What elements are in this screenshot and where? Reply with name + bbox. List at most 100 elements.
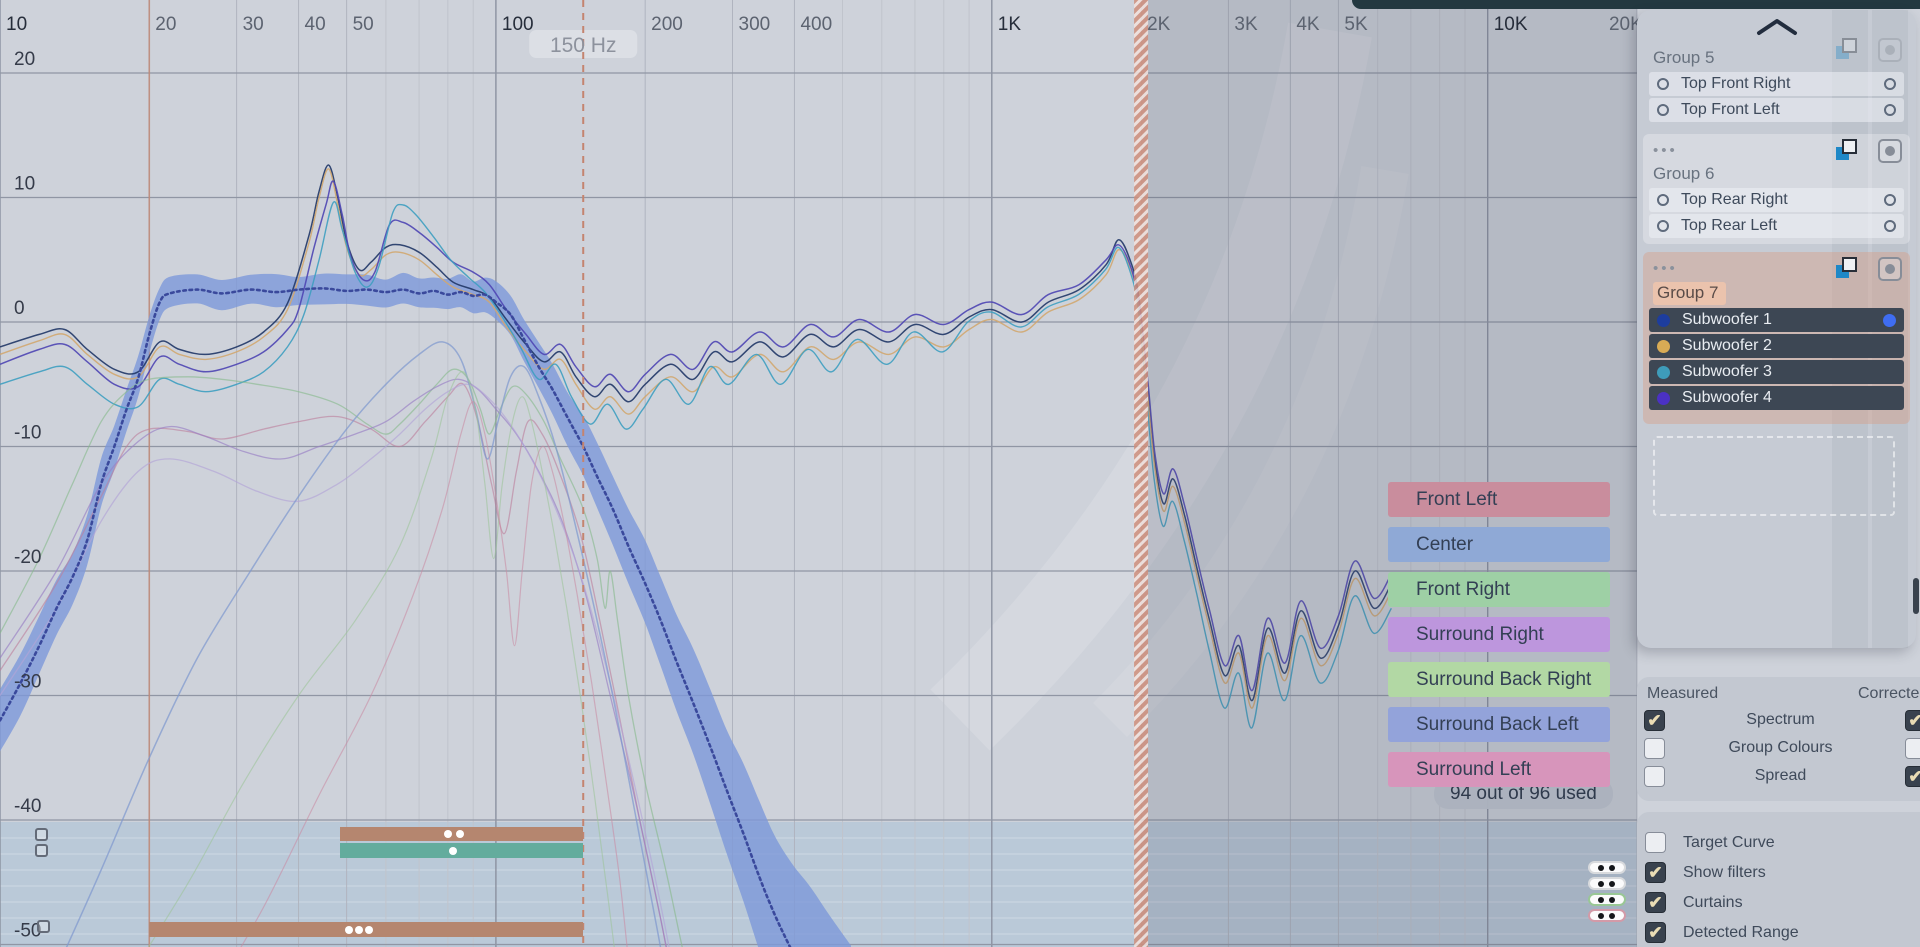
speaker-select-ring[interactable] bbox=[1657, 220, 1669, 232]
speaker-row-subwoofer-2[interactable]: Subwoofer 2 bbox=[1649, 334, 1904, 358]
measured-checkbox-spread[interactable] bbox=[1644, 766, 1665, 787]
freq-axis-label: 50 bbox=[353, 14, 374, 35]
group-target-icon[interactable] bbox=[1878, 257, 1902, 281]
speaker-colour-dot[interactable] bbox=[1657, 313, 1670, 327]
group-target-icon[interactable] bbox=[1878, 139, 1902, 163]
group-target-icon[interactable] bbox=[1878, 38, 1902, 62]
freq-axis-label: 20K bbox=[1609, 14, 1643, 35]
curve-height-green bbox=[0, 368, 683, 947]
option-checkbox-show-filters[interactable]: ✔ bbox=[1645, 862, 1666, 883]
speaker-colour-dot[interactable] bbox=[1657, 365, 1670, 379]
db-axis-label: -50 bbox=[14, 921, 41, 942]
curve-drag-pill[interactable] bbox=[1588, 861, 1626, 874]
legend-pill-surround-back-left[interactable]: Surround Back Left bbox=[1388, 707, 1610, 742]
legend-pill-surround-right[interactable]: Surround Right bbox=[1388, 617, 1610, 652]
corrected-checkbox-group-colours[interactable] bbox=[1905, 738, 1920, 759]
db-axis-label: -40 bbox=[14, 796, 41, 817]
option-label: Detected Range bbox=[1683, 924, 1799, 941]
filter-bar-dot bbox=[455, 830, 464, 838]
crossover-frequency-label: 150 Hz bbox=[550, 34, 617, 57]
speaker-label: Top Front Right bbox=[1681, 75, 1791, 92]
hf-curtain-handle[interactable] bbox=[1134, 0, 1149, 947]
legend-pill-surround-back-right[interactable]: Surround Back Right bbox=[1388, 662, 1610, 697]
empty-group-dropzone[interactable] bbox=[1653, 436, 1895, 516]
speaker-label: Subwoofer 2 bbox=[1682, 337, 1772, 354]
filter-band-bar[interactable] bbox=[340, 827, 584, 841]
group-colour-icon[interactable] bbox=[1836, 257, 1858, 279]
option-label: Curtains bbox=[1683, 894, 1743, 911]
group-colour-icon[interactable] bbox=[1836, 139, 1858, 161]
collapse-panel-button[interactable] bbox=[1753, 16, 1801, 38]
curve-height-purple bbox=[0, 378, 668, 947]
display-columns-panel: Measured Corrected ✔ Spectrum ✔ Group Colou… bbox=[1637, 677, 1920, 801]
speaker-row-top-rear-left[interactable]: Top Rear Left bbox=[1649, 214, 1904, 238]
filter-lane-checkbox[interactable] bbox=[35, 828, 48, 841]
group-name: Group 5 bbox=[1653, 48, 1715, 67]
filter-lane-checkbox[interactable] bbox=[35, 844, 48, 857]
speaker-active-dot bbox=[1883, 313, 1896, 327]
display-row-label: Group Colours bbox=[1728, 739, 1833, 756]
speaker-row-subwoofer-4[interactable]: Subwoofer 4 bbox=[1649, 386, 1904, 410]
filter-lane-checkbox[interactable] bbox=[37, 920, 50, 933]
speaker-label: Subwoofer 3 bbox=[1682, 363, 1772, 380]
measured-checkbox-spectrum[interactable]: ✔ bbox=[1644, 710, 1665, 731]
speaker-status-ring[interactable] bbox=[1884, 220, 1896, 232]
speaker-row-top-front-right[interactable]: Top Front Right bbox=[1649, 72, 1904, 96]
curve-center-measured bbox=[0, 168, 1393, 709]
db-axis-label: -10 bbox=[14, 423, 41, 444]
speaker-select-ring[interactable] bbox=[1657, 78, 1669, 90]
curve-drag-pill[interactable] bbox=[1588, 909, 1626, 922]
speaker-row-top-front-left[interactable]: Top Front Left bbox=[1649, 98, 1904, 122]
watermark-swoosh bbox=[930, 22, 1372, 751]
option-checkbox-detected-range[interactable]: ✔ bbox=[1645, 922, 1666, 943]
speaker-colour-dot[interactable] bbox=[1657, 339, 1670, 353]
db-axis-label: -20 bbox=[14, 547, 41, 568]
option-label: Show filters bbox=[1683, 864, 1766, 881]
db-axis-label: -30 bbox=[14, 672, 41, 693]
watermark-swoosh bbox=[1093, 166, 1409, 737]
display-row-label: Spread bbox=[1754, 767, 1807, 784]
freq-axis-label: 1K bbox=[998, 14, 1022, 35]
speaker-status-ring[interactable] bbox=[1884, 78, 1896, 90]
filter-bar-dot bbox=[364, 925, 373, 934]
freq-axis-label: 40 bbox=[305, 14, 326, 35]
group-colour-icon[interactable] bbox=[1836, 38, 1858, 60]
scrollbar-thumb[interactable] bbox=[1913, 578, 1919, 614]
filter-bar-dot bbox=[354, 925, 363, 934]
speaker-groups-panel: Group 5 Top Front Right Top Front Left ••• G… bbox=[1637, 10, 1916, 648]
freq-axis-label: 4K bbox=[1296, 14, 1320, 35]
filter-band-bar[interactable] bbox=[340, 843, 584, 858]
curve-drag-pill[interactable] bbox=[1588, 893, 1626, 906]
group-menu-button[interactable]: ••• bbox=[1653, 142, 1678, 159]
legend-pill-surround-left[interactable]: Surround Left bbox=[1388, 752, 1610, 787]
option-checkbox-curtains[interactable]: ✔ bbox=[1645, 892, 1666, 913]
group-card: ••• Group 7 Subwoofer 1 Subwoofer 2 Subwoofe… bbox=[1643, 252, 1910, 424]
corrected-checkbox-spread[interactable]: ✔ bbox=[1905, 766, 1920, 787]
speaker-colour-dot[interactable] bbox=[1657, 391, 1670, 405]
speaker-status-ring[interactable] bbox=[1884, 104, 1896, 116]
corrected-checkbox-spectrum[interactable]: ✔ bbox=[1905, 710, 1920, 731]
display-row-label: Spectrum bbox=[1746, 711, 1815, 728]
measured-checkbox-group-colours[interactable] bbox=[1644, 738, 1665, 759]
filter-band-bar[interactable] bbox=[149, 922, 584, 937]
speaker-select-ring[interactable] bbox=[1657, 104, 1669, 116]
freq-axis-label: 20 bbox=[155, 14, 176, 35]
legend-pill-front-right[interactable]: Front Right bbox=[1388, 572, 1610, 607]
option-checkbox-target-curve[interactable] bbox=[1645, 832, 1666, 853]
freq-axis-label: 400 bbox=[800, 14, 832, 35]
filter-bar-dot bbox=[344, 925, 353, 934]
curve-drag-pill[interactable] bbox=[1588, 877, 1626, 890]
legend-pill-front-left[interactable]: Front Left bbox=[1388, 482, 1610, 517]
group-menu-button[interactable]: ••• bbox=[1653, 260, 1678, 277]
legend-pill-center[interactable]: Center bbox=[1388, 527, 1610, 562]
filter-bar-dot bbox=[443, 830, 452, 838]
speaker-row-top-rear-right[interactable]: Top Rear Right bbox=[1649, 188, 1904, 212]
speaker-row-subwoofer-3[interactable]: Subwoofer 3 bbox=[1649, 360, 1904, 384]
speaker-select-ring[interactable] bbox=[1657, 194, 1669, 206]
db-axis-label: 0 bbox=[14, 298, 25, 319]
subwoofer-spread-band bbox=[0, 272, 851, 947]
speaker-status-ring[interactable] bbox=[1884, 194, 1896, 206]
freq-axis-label: 5K bbox=[1344, 14, 1368, 35]
speaker-row-subwoofer-1[interactable]: Subwoofer 1 bbox=[1649, 308, 1904, 332]
